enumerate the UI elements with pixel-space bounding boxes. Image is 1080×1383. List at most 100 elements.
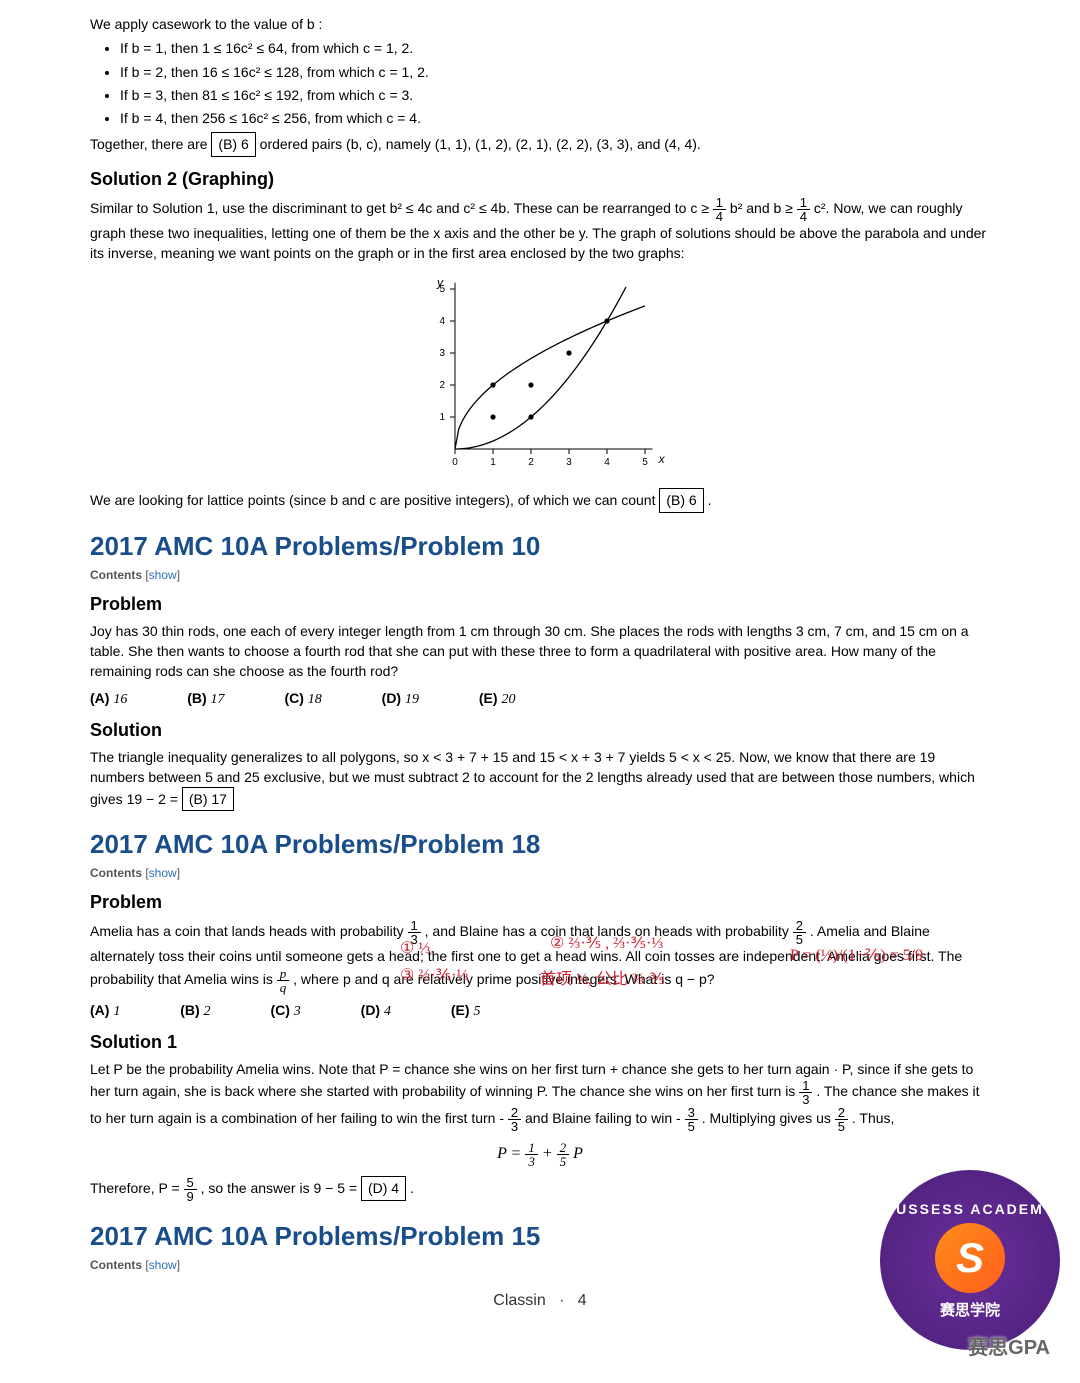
problem10-solution: The triangle inequality generalizes to a… — [90, 747, 990, 812]
footer-sep: · — [559, 1292, 564, 1309]
together-line: Together, there are (B) 6 ordered pairs … — [90, 132, 990, 156]
therefore-pre: Therefore, P = — [90, 1180, 184, 1196]
together-pre: Together, there are — [90, 136, 208, 152]
frac-d: 3 — [508, 1120, 521, 1133]
frac-n: 1 — [408, 919, 421, 933]
svg-text:0: 0 — [452, 457, 458, 468]
problem10-text: Joy has 30 thin rods, one each of every … — [90, 621, 990, 682]
contents-label: Contents — [90, 568, 142, 582]
problem18-sol1: Let P be the probability Amelia wins. No… — [90, 1059, 990, 1133]
choice-val: 19 — [405, 692, 419, 707]
handwriting: 首项 ⅓, 公比 ⅔·⅗ — [540, 965, 665, 989]
problem15-title: 2017 AMC 10A Problems/Problem 15 — [90, 1221, 990, 1252]
answer-box: (B) 6 — [211, 132, 255, 156]
svg-text:2: 2 — [439, 380, 445, 391]
choice-val: 18 — [308, 692, 322, 707]
svg-text:3: 3 — [566, 457, 572, 468]
choice-d: (D) 19 — [382, 690, 447, 706]
badge-cn: 赛思学院 — [940, 1299, 1000, 1320]
case-item: If b = 3, then 81 ≤ 16c² ≤ 192, from whi… — [120, 85, 990, 105]
sol2-after: We are looking for lattice points (since… — [90, 488, 990, 512]
frac-d: q — [277, 981, 290, 994]
frac-n: 2 — [793, 919, 806, 933]
fraction: 13 — [799, 1079, 812, 1106]
answer-box: (D) 4 — [361, 1176, 406, 1200]
contents-toggle[interactable]: Contents [show] — [90, 568, 990, 582]
contents-toggle[interactable]: Contents [show] — [90, 1258, 990, 1272]
choice-c: (C) 3 — [270, 1002, 328, 1018]
svg-text:4: 4 — [439, 316, 445, 327]
handwriting: P = (⅓)/(1−⅖) = 5/9 — [790, 945, 923, 965]
choices-row: (A) 16 (B) 17 (C) 18 (D) 19 (E) 20 — [90, 690, 990, 708]
fraction: 14 — [713, 196, 726, 223]
handwriting: ① ⅓. — [400, 938, 434, 958]
therefore-line: Therefore, P = 59 , so the answer is 9 −… — [90, 1176, 990, 1203]
choice-val: 5 — [473, 1004, 480, 1019]
frac-n: 1 — [713, 196, 726, 210]
fraction: 59 — [184, 1176, 197, 1203]
fraction: 35 — [685, 1106, 698, 1133]
choice-val: 2 — [204, 1004, 211, 1019]
solution-heading: Solution — [90, 720, 990, 741]
equation: P = 13 + 25 P — [90, 1141, 990, 1168]
choice-e: (E) 5 — [451, 1002, 509, 1018]
graph-svg: 01234512345xy — [410, 269, 670, 479]
frac-n: 1 — [799, 1079, 812, 1093]
show-link[interactable]: show — [149, 568, 177, 582]
s1-p3: and Blaine failing to win - — [525, 1110, 685, 1126]
svg-text:2: 2 — [528, 457, 534, 468]
case-item: If b = 4, then 256 ≤ 16c² ≤ 256, from wh… — [120, 108, 990, 128]
svg-text:5: 5 — [642, 457, 648, 468]
fraction: 14 — [797, 196, 810, 223]
footer-page: 4 — [578, 1292, 587, 1309]
answer-box: (B) 17 — [182, 787, 234, 811]
choices-row: (A) 1 (B) 2 (C) 3 (D) 4 (E) 5 — [90, 1002, 990, 1020]
choice-val: 3 — [294, 1004, 301, 1019]
choice-val: 17 — [211, 692, 225, 707]
problem18-title: 2017 AMC 10A Problems/Problem 18 — [90, 829, 990, 860]
answer-box: (B) 6 — [659, 488, 703, 512]
show-link[interactable]: show — [149, 866, 177, 880]
case-item: If b = 2, then 16 ≤ 16c² ≤ 128, from whi… — [120, 62, 990, 82]
contents-toggle[interactable]: Contents [show] — [90, 866, 990, 880]
svg-text:y: y — [436, 276, 444, 290]
choice-val: 20 — [501, 692, 515, 707]
show-link[interactable]: show — [149, 1258, 177, 1272]
frac-d: 4 — [713, 210, 726, 223]
svg-text:1: 1 — [490, 457, 496, 468]
svg-text:4: 4 — [604, 457, 610, 468]
handwriting: ③ ⅔·⅗·⅓ — [400, 965, 469, 985]
case-list: If b = 1, then 1 ≤ 16c² ≤ 64, from which… — [120, 38, 990, 128]
choice-d: (D) 4 — [361, 1002, 419, 1018]
frac-n: 1 — [797, 196, 810, 210]
svg-text:3: 3 — [439, 348, 445, 359]
choice-a: (A) 1 — [90, 1002, 148, 1018]
choice-c: (C) 18 — [284, 690, 349, 706]
page-footer: Classin · 4 — [90, 1292, 990, 1310]
frac-d: 4 — [797, 210, 810, 223]
choice-b: (B) 2 — [180, 1002, 238, 1018]
watermark: 赛思GPA — [968, 1331, 1050, 1360]
case-item: If b = 1, then 1 ≤ 16c² ≤ 64, from which… — [120, 38, 990, 58]
frac-d: 5 — [835, 1120, 848, 1133]
svg-text:x: x — [658, 452, 666, 466]
frac-d: 9 — [184, 1190, 197, 1203]
problem-heading: Problem — [90, 892, 990, 913]
contents-label: Contents — [90, 1258, 142, 1272]
contents-label: Contents — [90, 866, 142, 880]
problem-heading: Problem — [90, 594, 990, 615]
problem10-title: 2017 AMC 10A Problems/Problem 10 — [90, 531, 990, 562]
fraction: pq — [277, 967, 290, 994]
choice-val: 4 — [384, 1004, 391, 1019]
choice-a: (A) 16 — [90, 690, 155, 706]
frac-n: p — [277, 967, 290, 981]
sol2-mid: b² and b ≥ — [730, 200, 797, 216]
handwriting: ② ⅔·⅗ , ⅔·⅗·⅓ — [550, 933, 663, 953]
solution2-para: Similar to Solution 1, use the discrimin… — [90, 196, 990, 264]
footer-app: Classin — [493, 1292, 545, 1309]
frac-n: 2 — [508, 1106, 521, 1120]
s1-p5: . Thus, — [852, 1110, 895, 1126]
sol2-after-pre: We are looking for lattice points (since… — [90, 492, 655, 508]
choice-val: 1 — [113, 1004, 120, 1019]
frac-d: 3 — [799, 1093, 812, 1106]
